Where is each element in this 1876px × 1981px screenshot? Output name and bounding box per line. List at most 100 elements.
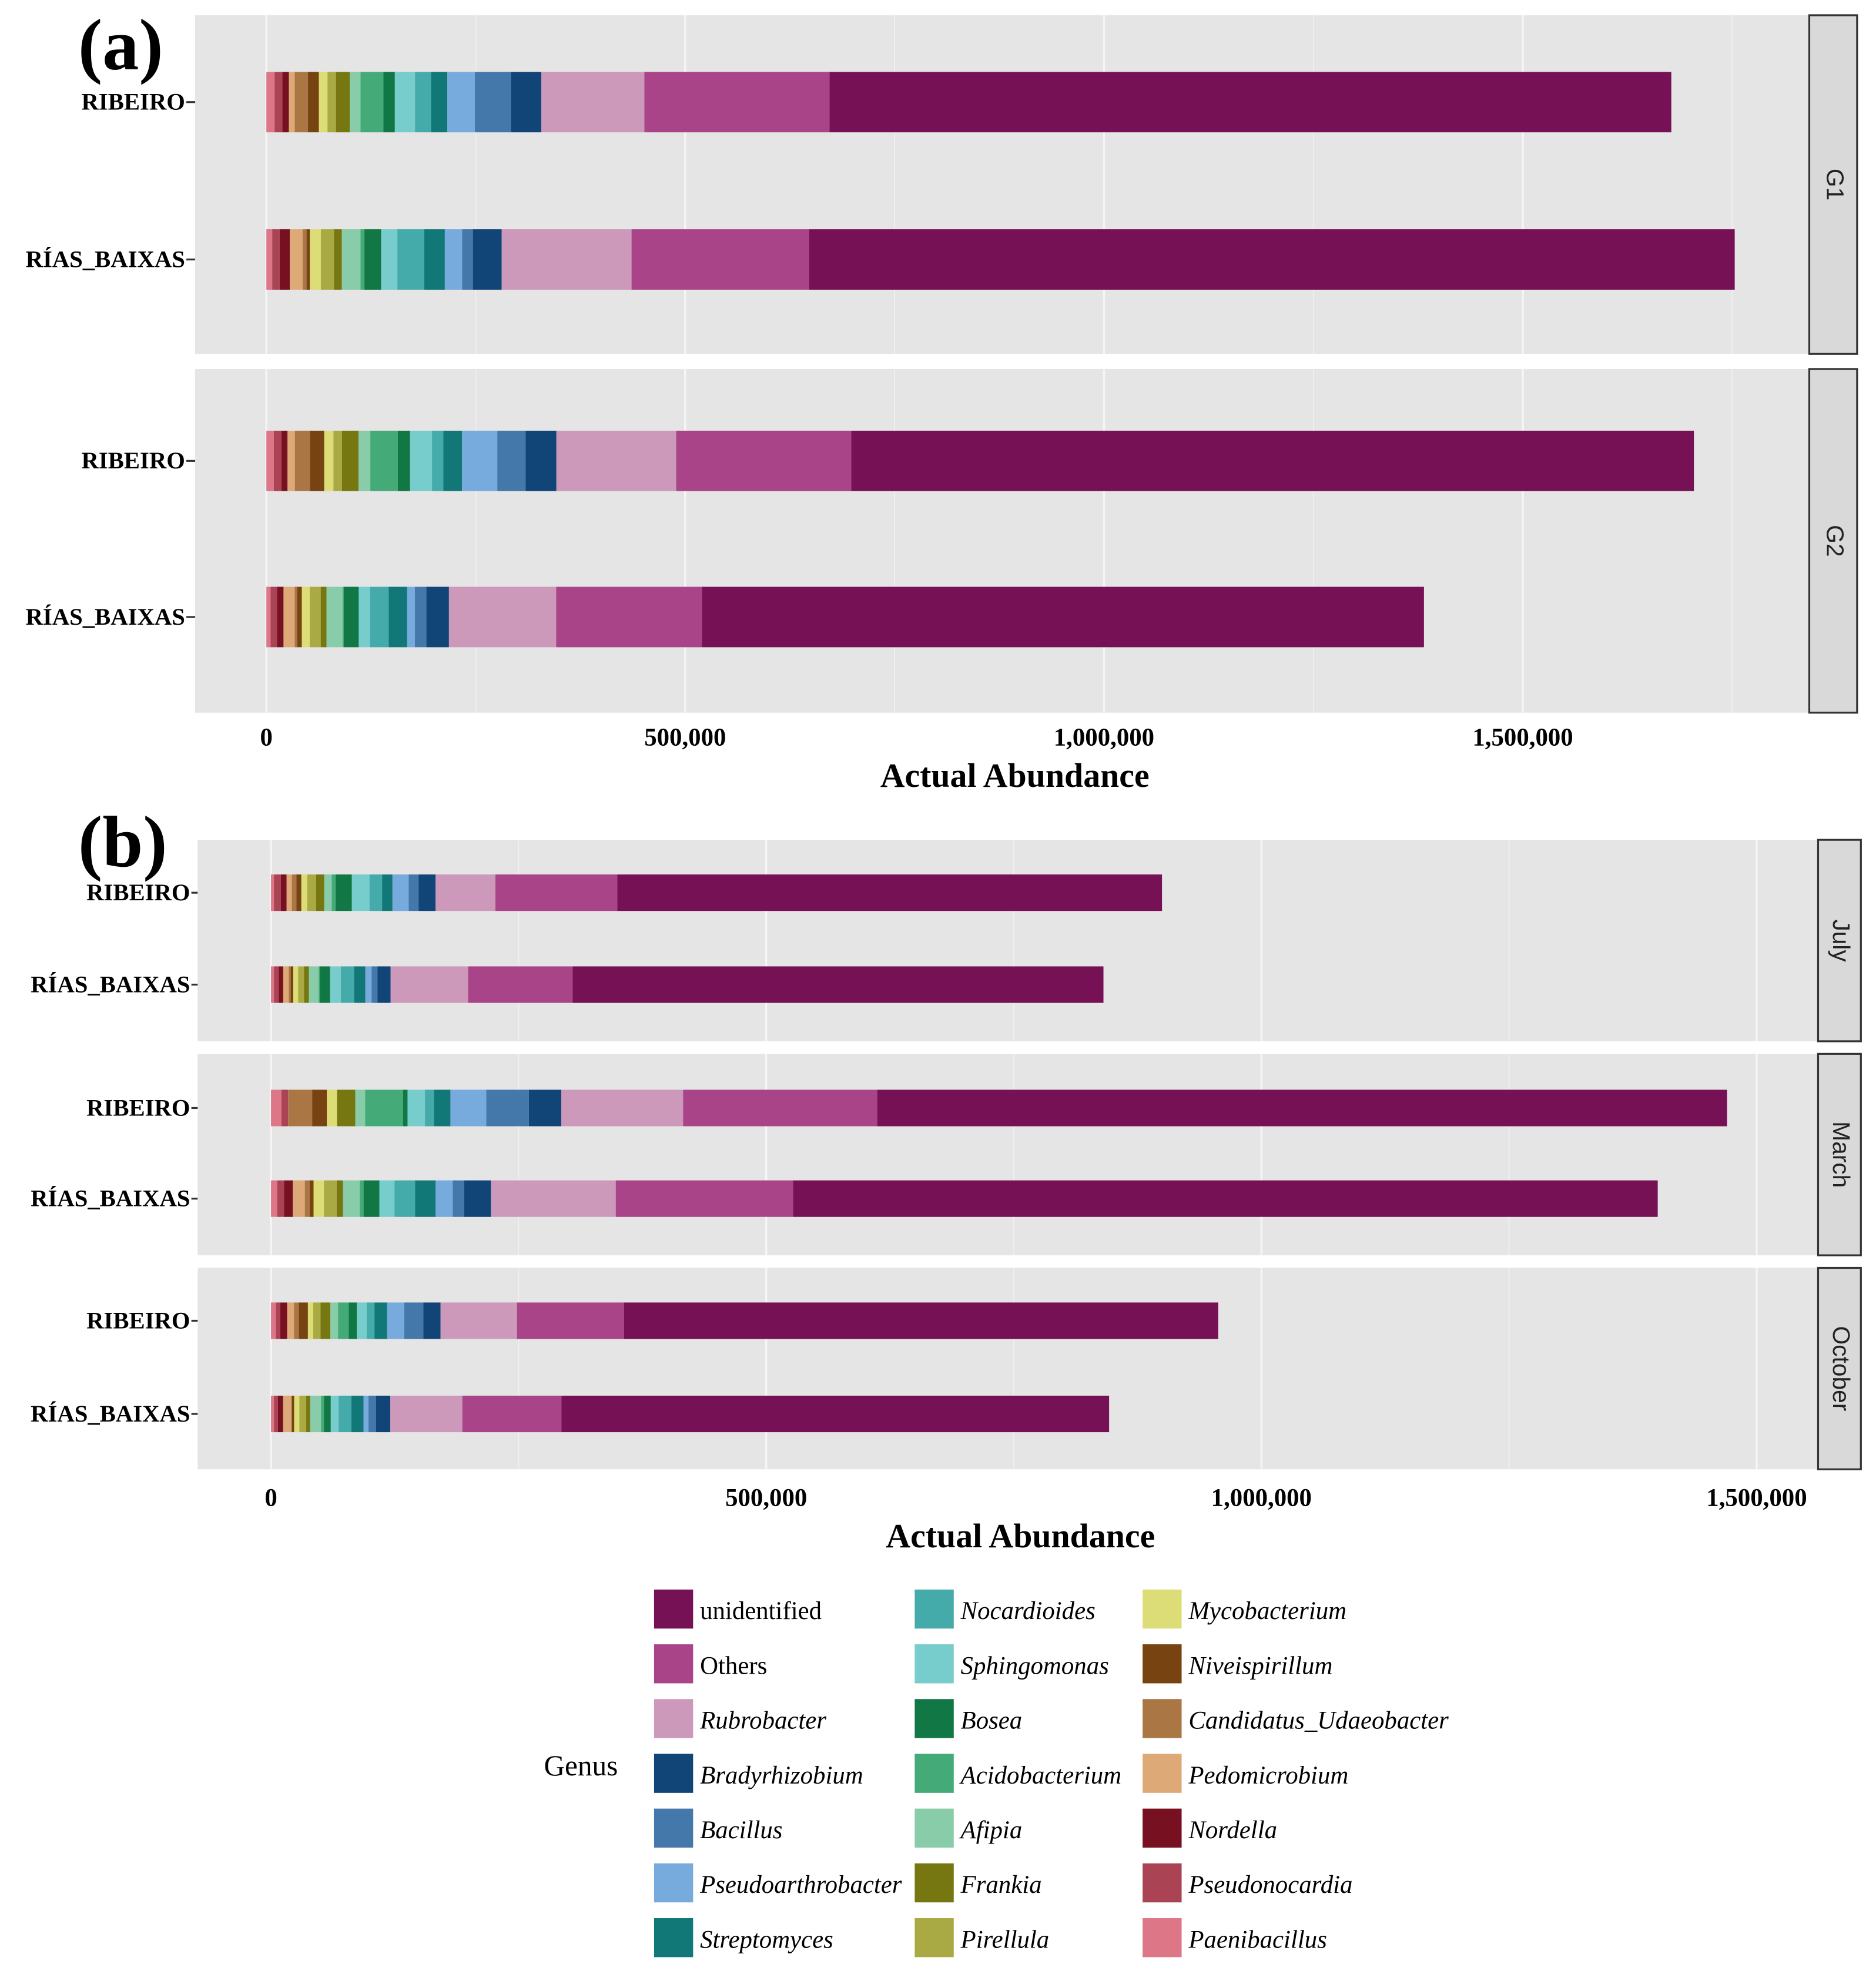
bar-segment-candidatus_udaeobacter[interactable]: [291, 1395, 292, 1433]
bar-segment-others[interactable]: [631, 229, 809, 290]
bar-segment-unidentified[interactable]: [793, 1180, 1658, 1217]
bar-segment-rubrobacter[interactable]: [436, 874, 495, 911]
bar-segment-rubrobacter[interactable]: [491, 1180, 616, 1217]
bar-segment-streptomyces[interactable]: [354, 966, 366, 1003]
bar-segment-rubrobacter[interactable]: [440, 1302, 517, 1339]
bar-segment-unidentified[interactable]: [624, 1302, 1218, 1339]
bar-segment-pseudoarthrobacter[interactable]: [450, 1090, 487, 1127]
bar-segment-paenibacillus[interactable]: [271, 1302, 276, 1339]
bar-segment-bradyrhizobium[interactable]: [528, 1090, 562, 1127]
bar-segment-rubrobacter[interactable]: [448, 586, 557, 648]
bar-segment-streptomyces[interactable]: [415, 1180, 436, 1217]
bar-segment-nordella[interactable]: [277, 586, 284, 648]
bar-segment-pedomicrobium[interactable]: [283, 1395, 292, 1433]
legend-item[interactable]: Acidobacterium: [913, 1752, 1121, 1794]
bar-segment-pedomicrobium[interactable]: [293, 1180, 305, 1217]
bar-segment-mycobacterium[interactable]: [293, 966, 299, 1003]
bar-segment-bradyrhizobium[interactable]: [473, 229, 502, 290]
bar-segment-nordella[interactable]: [277, 1395, 283, 1433]
bar-segment-pedomicrobium[interactable]: [289, 72, 295, 133]
bar-segment-bosea[interactable]: [343, 586, 359, 648]
bar-segment-pseudonocardia[interactable]: [274, 966, 279, 1003]
bar-segment-pirellula[interactable]: [310, 586, 321, 648]
bar-segment-pedomicrobium[interactable]: [286, 874, 292, 911]
bar-segment-pseudonocardia[interactable]: [270, 586, 277, 648]
bar-segment-pedomicrobium[interactable]: [287, 430, 295, 491]
bar-segment-afipia[interactable]: [341, 229, 361, 290]
legend-item[interactable]: Bradyrhizobium: [652, 1752, 863, 1794]
bar-segment-niveispirillum[interactable]: [296, 874, 302, 911]
bar-segment-acidobacterium[interactable]: [343, 586, 344, 648]
legend-item[interactable]: Rubrobacter: [652, 1698, 826, 1739]
bar-segment-streptomyces[interactable]: [434, 1090, 451, 1127]
bar-segment-pseudonocardia[interactable]: [277, 1180, 284, 1217]
bar-segment-niveispirillum[interactable]: [290, 966, 293, 1003]
bar-segment-afipia[interactable]: [350, 72, 361, 133]
bar-segment-nordella[interactable]: [279, 229, 290, 290]
bar-segment-unidentified[interactable]: [702, 586, 1424, 648]
legend-item[interactable]: Bosea: [913, 1698, 1022, 1739]
bar-segment-nordella[interactable]: [284, 1180, 293, 1217]
legend-item[interactable]: Afipia: [913, 1807, 1022, 1849]
bar-segment-afipia[interactable]: [309, 966, 319, 1003]
bar-segment-mycobacterium[interactable]: [313, 1180, 324, 1217]
bar-segment-rubrobacter[interactable]: [541, 72, 645, 133]
bar-segment-rubrobacter[interactable]: [390, 1395, 463, 1433]
bar-segment-pseudoarthrobacter[interactable]: [365, 966, 372, 1003]
bar-segment-bosea[interactable]: [383, 72, 395, 133]
bar-segment-frankia[interactable]: [316, 874, 324, 911]
bar-segment-pseudonocardia[interactable]: [273, 430, 282, 491]
bar-segment-streptomyces[interactable]: [424, 229, 445, 290]
bar-segment-sphingomonas[interactable]: [379, 1180, 395, 1217]
bar-segment-acidobacterium[interactable]: [360, 1180, 364, 1217]
bar-segment-nocardioides[interactable]: [366, 1302, 375, 1339]
bar-segment-paenibacillus[interactable]: [271, 1090, 282, 1127]
bar-segment-candidatus_udaeobacter[interactable]: [289, 1090, 313, 1127]
bar-segment-bosea[interactable]: [397, 430, 410, 491]
bar-segment-unidentified[interactable]: [877, 1090, 1727, 1127]
bar-segment-nordella[interactable]: [282, 72, 289, 133]
bar-segment-bacillus[interactable]: [486, 1090, 529, 1127]
bar-segment-nocardioides[interactable]: [340, 966, 354, 1003]
bar-segment-mycobacterium[interactable]: [324, 430, 334, 491]
bar-segment-others[interactable]: [468, 966, 573, 1003]
bar-segment-paenibacillus[interactable]: [271, 874, 274, 911]
bar-segment-pseudonocardia[interactable]: [276, 1302, 280, 1339]
bar-segment-acidobacterium[interactable]: [370, 430, 398, 491]
bar-segment-rubrobacter[interactable]: [390, 966, 468, 1003]
bar-segment-niveispirillum[interactable]: [307, 72, 319, 133]
bar-segment-bradyrhizobium[interactable]: [418, 874, 436, 911]
bar-segment-paenibacillus[interactable]: [266, 229, 273, 290]
bar-segment-pirellula[interactable]: [298, 966, 304, 1003]
bar-segment-acidobacterium[interactable]: [365, 1090, 403, 1127]
bar-segment-niveispirillum[interactable]: [299, 1302, 308, 1339]
bar-segment-pseudoarthrobacter[interactable]: [447, 72, 475, 133]
bar-segment-rubrobacter[interactable]: [561, 1090, 684, 1127]
bar-segment-mycobacterium[interactable]: [310, 229, 321, 290]
legend-item[interactable]: Niveispirillum: [1141, 1643, 1332, 1685]
legend-item[interactable]: Paenibacillus: [1141, 1916, 1327, 1959]
bar-segment-bacillus[interactable]: [408, 874, 419, 911]
bar-segment-nordella[interactable]: [279, 966, 283, 1003]
bar-segment-pseudoarthrobacter[interactable]: [387, 1302, 404, 1339]
legend-item[interactable]: Pirellula: [913, 1916, 1049, 1959]
bar-segment-bradyrhizobium[interactable]: [377, 966, 391, 1003]
bar-segment-pseudoarthrobacter[interactable]: [392, 874, 409, 911]
bar-segment-mycobacterium[interactable]: [327, 1090, 337, 1127]
bar-segment-acidobacterium[interactable]: [321, 1395, 324, 1433]
bar-segment-others[interactable]: [644, 72, 830, 133]
bar-segment-sphingomonas[interactable]: [394, 72, 416, 133]
legend-item[interactable]: Pedomicrobium: [1141, 1752, 1348, 1794]
bar-segment-bradyrhizobium[interactable]: [423, 1302, 441, 1339]
bar-segment-pseudonocardia[interactable]: [281, 1090, 289, 1127]
bar-segment-candidatus_udaeobacter[interactable]: [304, 1180, 310, 1217]
bar-segment-nordella[interactable]: [281, 430, 288, 491]
bar-segment-bacillus[interactable]: [474, 72, 511, 133]
bar-segment-candidatus_udaeobacter[interactable]: [302, 229, 307, 290]
legend-item[interactable]: Nocardioides: [913, 1588, 1096, 1630]
bar-segment-candidatus_udaeobacter[interactable]: [294, 72, 308, 133]
legend-item[interactable]: Nordella: [1141, 1807, 1277, 1849]
bar-segment-bosea[interactable]: [324, 1395, 331, 1433]
bar-segment-acidobacterium[interactable]: [360, 229, 365, 290]
bar-segment-candidatus_udaeobacter[interactable]: [294, 586, 297, 648]
